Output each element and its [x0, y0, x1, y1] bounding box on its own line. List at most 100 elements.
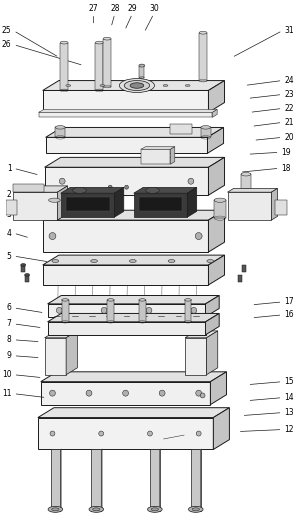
Polygon shape — [185, 331, 218, 338]
Bar — [66, 197, 110, 211]
Bar — [6, 200, 17, 215]
Polygon shape — [201, 449, 202, 511]
Bar — [238, 275, 242, 282]
Text: 15: 15 — [285, 377, 294, 386]
Ellipse shape — [48, 506, 63, 512]
Ellipse shape — [196, 390, 202, 396]
Text: 20: 20 — [285, 133, 294, 142]
Polygon shape — [212, 109, 217, 118]
Ellipse shape — [214, 198, 226, 202]
Bar — [21, 265, 25, 272]
Ellipse shape — [146, 187, 159, 193]
Polygon shape — [48, 314, 219, 322]
Bar — [139, 197, 182, 211]
Bar — [139, 66, 144, 77]
Bar — [41, 382, 210, 405]
Ellipse shape — [52, 259, 59, 263]
Polygon shape — [208, 127, 224, 153]
Text: 10: 10 — [2, 370, 12, 379]
Ellipse shape — [93, 508, 100, 511]
Polygon shape — [208, 81, 225, 112]
Text: 2: 2 — [7, 190, 12, 199]
Polygon shape — [160, 449, 161, 511]
Ellipse shape — [101, 307, 107, 314]
Bar — [241, 174, 251, 190]
Polygon shape — [206, 314, 219, 335]
Ellipse shape — [192, 508, 199, 511]
Polygon shape — [61, 188, 124, 193]
Bar — [228, 192, 271, 220]
Polygon shape — [43, 81, 225, 90]
Polygon shape — [134, 188, 197, 193]
Ellipse shape — [99, 431, 104, 436]
Ellipse shape — [50, 390, 55, 396]
Text: 18: 18 — [282, 164, 291, 173]
Ellipse shape — [125, 185, 129, 189]
Text: 6: 6 — [7, 303, 12, 313]
Bar — [103, 38, 111, 86]
Ellipse shape — [124, 81, 150, 90]
Ellipse shape — [139, 298, 146, 301]
Ellipse shape — [199, 31, 207, 34]
Bar — [91, 449, 101, 511]
Text: 21: 21 — [285, 118, 294, 127]
Ellipse shape — [139, 64, 145, 67]
Ellipse shape — [91, 259, 97, 263]
Ellipse shape — [148, 506, 162, 512]
Bar — [46, 137, 208, 153]
FancyArrowPatch shape — [163, 435, 184, 439]
Ellipse shape — [60, 41, 68, 44]
Ellipse shape — [200, 393, 205, 398]
Polygon shape — [187, 188, 197, 217]
Ellipse shape — [185, 85, 190, 86]
Ellipse shape — [25, 274, 30, 277]
Bar — [43, 220, 208, 252]
Ellipse shape — [207, 259, 214, 263]
Bar — [48, 304, 206, 317]
Polygon shape — [13, 186, 68, 192]
Bar — [62, 300, 69, 322]
Polygon shape — [38, 408, 229, 418]
Ellipse shape — [56, 307, 62, 314]
Text: 29: 29 — [128, 4, 137, 12]
Polygon shape — [48, 295, 219, 304]
Ellipse shape — [73, 187, 86, 193]
Text: 7: 7 — [7, 319, 12, 328]
Polygon shape — [114, 188, 124, 217]
Bar — [13, 192, 57, 220]
Polygon shape — [208, 210, 225, 252]
Text: 24: 24 — [285, 76, 294, 85]
Text: 30: 30 — [149, 4, 159, 12]
Bar — [45, 338, 66, 375]
Polygon shape — [141, 147, 175, 149]
Bar — [39, 112, 212, 118]
Polygon shape — [101, 449, 102, 511]
Bar — [275, 200, 287, 215]
Ellipse shape — [196, 431, 201, 436]
Text: 5: 5 — [7, 252, 12, 261]
Polygon shape — [213, 408, 229, 449]
Ellipse shape — [188, 178, 194, 184]
Text: 27: 27 — [89, 4, 98, 12]
Polygon shape — [13, 184, 44, 192]
Ellipse shape — [123, 390, 129, 396]
Ellipse shape — [189, 506, 203, 512]
Polygon shape — [206, 295, 219, 317]
Bar — [199, 33, 207, 81]
Bar — [141, 149, 170, 164]
Polygon shape — [208, 158, 225, 195]
Bar — [48, 322, 206, 335]
Ellipse shape — [201, 126, 211, 129]
Bar — [95, 43, 103, 90]
Polygon shape — [228, 188, 277, 192]
Ellipse shape — [130, 83, 144, 88]
Polygon shape — [66, 331, 78, 375]
Ellipse shape — [168, 259, 175, 263]
Text: 17: 17 — [285, 297, 294, 306]
Polygon shape — [45, 158, 225, 167]
Text: 23: 23 — [285, 90, 294, 99]
Ellipse shape — [89, 506, 104, 512]
Bar — [38, 418, 213, 449]
Text: 3: 3 — [7, 210, 12, 218]
Ellipse shape — [163, 85, 168, 86]
